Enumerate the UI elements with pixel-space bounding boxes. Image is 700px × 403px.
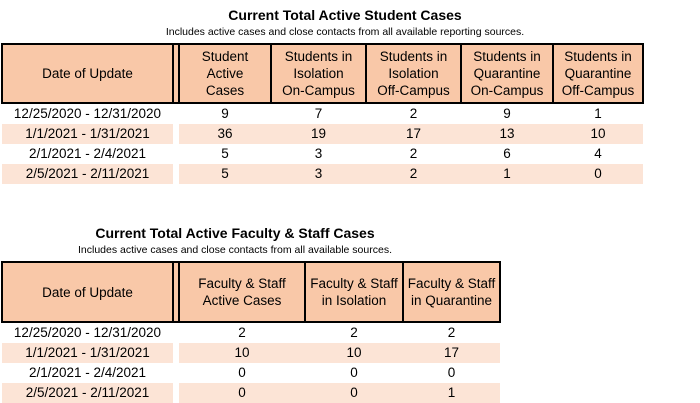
table-row: 12/25/2020 - 12/31/2020 9 7 2 9 1	[2, 103, 643, 124]
value-cell: 2	[447, 325, 456, 340]
value-cell: 5	[221, 146, 229, 161]
student-table-subtitle: Includes active cases and close contacts…	[165, 26, 525, 38]
value-cell: 2	[350, 325, 358, 340]
column-header-active-cases: Faculty & Staff Active Cases	[178, 261, 306, 323]
faculty-table-subtitle: Includes active cases and close contacts…	[78, 244, 392, 256]
value-cell: 17	[366, 124, 461, 144]
student-table-title: Current Total Active Student Cases	[228, 7, 462, 23]
value-cell: 2	[238, 325, 246, 340]
column-header-isolation: Faculty & Staff in Isolation	[304, 261, 404, 323]
date-cell: 2/1/2021 - 2/4/2021	[28, 365, 147, 380]
table-row: 1/1/2021 - 1/31/2021 10 10 17	[2, 343, 500, 363]
column-header-spacer	[172, 261, 180, 323]
value-cell: 2	[409, 146, 418, 161]
value-cell: 9	[503, 106, 511, 121]
value-cell: 0	[553, 164, 643, 184]
value-cell: 36	[179, 124, 271, 144]
column-header-active-cases: Student Active Cases	[178, 43, 272, 104]
faculty-header-row: Date of Update Faculty & Staff Active Ca…	[1, 261, 501, 323]
column-header-isolation-off-campus: Students in Isolation Off-Campus	[365, 43, 462, 104]
table-row: 2/1/2021 - 2/4/2021 5 3 2 6 4	[2, 144, 643, 164]
value-cell: 17	[403, 343, 500, 363]
value-cell: 19	[271, 124, 366, 144]
value-cell: 2	[409, 106, 418, 121]
value-cell: 9	[221, 106, 229, 121]
date-cell: 2/5/2021 - 2/11/2021	[2, 164, 173, 184]
date-cell: 12/25/2020 - 12/31/2020	[13, 106, 162, 121]
value-cell: 0	[350, 365, 358, 380]
table-row: 2/5/2021 - 2/11/2021 0 0 1	[2, 383, 500, 403]
column-header-date: Date of Update	[1, 261, 174, 323]
value-cell: 1	[594, 106, 602, 121]
value-cell: 10	[553, 124, 643, 144]
value-cell: 0	[447, 365, 456, 380]
date-cell: 2/5/2021 - 2/11/2021	[2, 383, 173, 403]
value-cell: 4	[594, 146, 602, 161]
date-cell: 1/1/2021 - 1/31/2021	[2, 343, 173, 363]
column-header-date: Date of Update	[1, 43, 174, 104]
student-header-row: Date of Update Student Active Cases Stud…	[1, 43, 644, 104]
value-cell: 10	[305, 343, 403, 363]
column-header-spacer	[172, 43, 180, 104]
value-cell: 0	[305, 383, 403, 403]
column-header-quarantine-off-campus: Students in Quarantine Off-Campus	[552, 43, 644, 104]
value-cell: 1	[461, 164, 553, 184]
value-cell: 5	[179, 164, 271, 184]
value-cell: 1	[403, 383, 500, 403]
table-row: 12/25/2020 - 12/31/2020 2 2 2	[2, 322, 500, 343]
table-row: 1/1/2021 - 1/31/2021 36 19 17 13 10	[2, 124, 643, 144]
value-cell: 3	[271, 164, 366, 184]
value-cell: 0	[179, 383, 305, 403]
table-row: 2/1/2021 - 2/4/2021 0 0 0	[2, 363, 500, 383]
value-cell: 0	[238, 365, 246, 380]
date-cell: 1/1/2021 - 1/31/2021	[2, 124, 173, 144]
date-cell: 12/25/2020 - 12/31/2020	[13, 325, 162, 340]
date-cell: 2/1/2021 - 2/4/2021	[28, 146, 147, 161]
value-cell: 6	[503, 146, 511, 161]
table-row: 2/5/2021 - 2/11/2021 5 3 2 1 0	[2, 164, 643, 184]
student-cases-table: Date of Update Student Active Cases Stud…	[1, 43, 644, 184]
value-cell: 3	[314, 146, 323, 161]
faculty-cases-table: Date of Update Faculty & Staff Active Ca…	[1, 261, 501, 403]
column-header-isolation-on-campus: Students in Isolation On-Campus	[270, 43, 367, 104]
value-cell: 10	[179, 343, 305, 363]
column-header-quarantine: Faculty & Staff in Quarantine	[402, 261, 501, 323]
faculty-table-title: Current Total Active Faculty & Staff Cas…	[95, 225, 375, 241]
value-cell: 7	[314, 106, 323, 121]
value-cell: 2	[366, 164, 461, 184]
value-cell: 13	[461, 124, 553, 144]
column-header-quarantine-on-campus: Students in Quarantine On-Campus	[460, 43, 554, 104]
